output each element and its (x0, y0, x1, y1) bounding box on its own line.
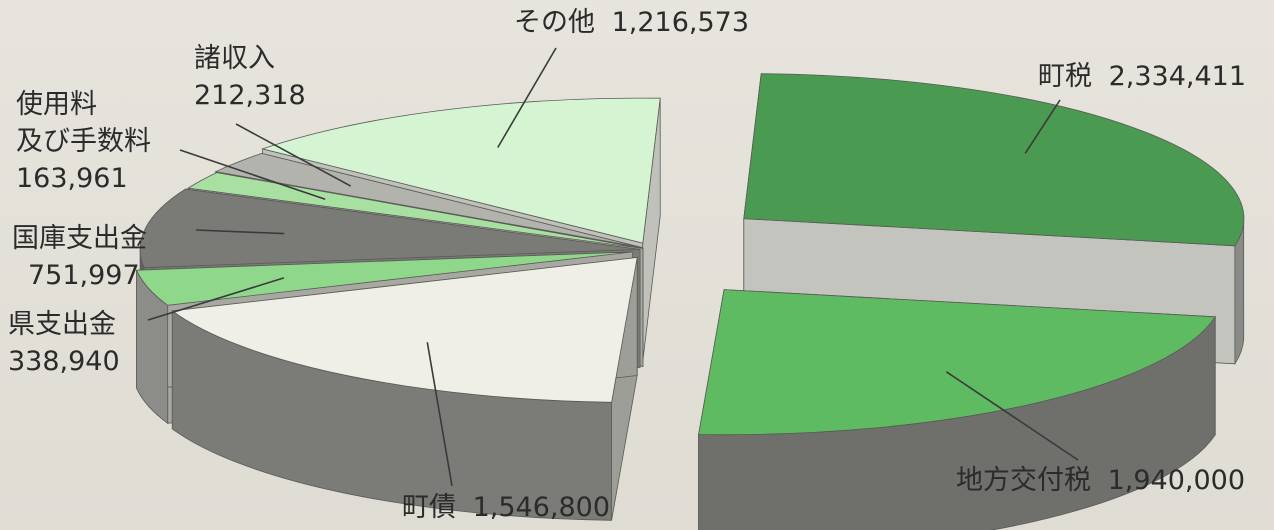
leader-line-0 (1024, 99, 1061, 154)
label-sonota-value: 1,216,573 (611, 7, 750, 38)
label-shiyoryo-name-line2: 及び手数料 (16, 126, 151, 157)
label-shiyoryo-name-line1: 使用料 (16, 89, 97, 120)
label-choze-name: 町税 (1038, 61, 1092, 92)
label-chosai-value: 1,546,800 (472, 492, 611, 523)
label-shiyoryo: 使用料 及び手数料 163,961 (16, 86, 151, 197)
slice-6-top (214, 152, 642, 248)
label-sonota: その他 1,216,573 (514, 4, 749, 41)
label-shoshunyu-value: 212,318 (194, 80, 306, 111)
slice-7-top (261, 97, 661, 244)
leader-line-3 (147, 277, 285, 321)
label-shiyoryo-value: 163,961 (16, 163, 128, 194)
label-chiho-kofuzei-name: 地方交付税 (956, 465, 1091, 496)
slice-2-top (171, 257, 638, 403)
label-choze: 町税 2,334,411 (1038, 58, 1246, 95)
label-chosai-name: 町債 (402, 492, 456, 523)
leader-line-5 (179, 149, 326, 201)
slice-3-top (135, 251, 633, 306)
label-chiho-kofuzei-value: 1,940,000 (1107, 465, 1246, 496)
leader-line-6 (235, 123, 352, 187)
label-kokko: 国庫支出金 751,997 (12, 220, 147, 294)
slice-1-top (698, 289, 1216, 436)
label-chiho-kofuzei: 地方交付税 1,940,000 (956, 462, 1245, 499)
label-shoshunyu: 諸収入 212,318 (194, 40, 306, 114)
slice-0-top (743, 73, 1245, 247)
label-chosai: 町債 1,546,800 (402, 489, 610, 526)
leader-line-1 (945, 371, 1079, 461)
label-choze-value: 2,334,411 (1108, 61, 1247, 92)
leader-line-7 (497, 47, 557, 148)
label-ken-name: 県支出金 (8, 309, 116, 340)
slice-4-top (139, 188, 641, 269)
label-ken-value: 338,940 (8, 346, 120, 377)
label-sonota-name: その他 (514, 7, 595, 38)
leader-line-2 (426, 342, 453, 487)
label-shoshunyu-name: 諸収入 (194, 43, 275, 74)
leader-line-4 (195, 229, 285, 235)
label-ken: 県支出金 338,940 (8, 306, 120, 380)
label-kokko-name: 国庫支出金 (12, 223, 147, 254)
label-kokko-value: 751,997 (28, 260, 140, 291)
